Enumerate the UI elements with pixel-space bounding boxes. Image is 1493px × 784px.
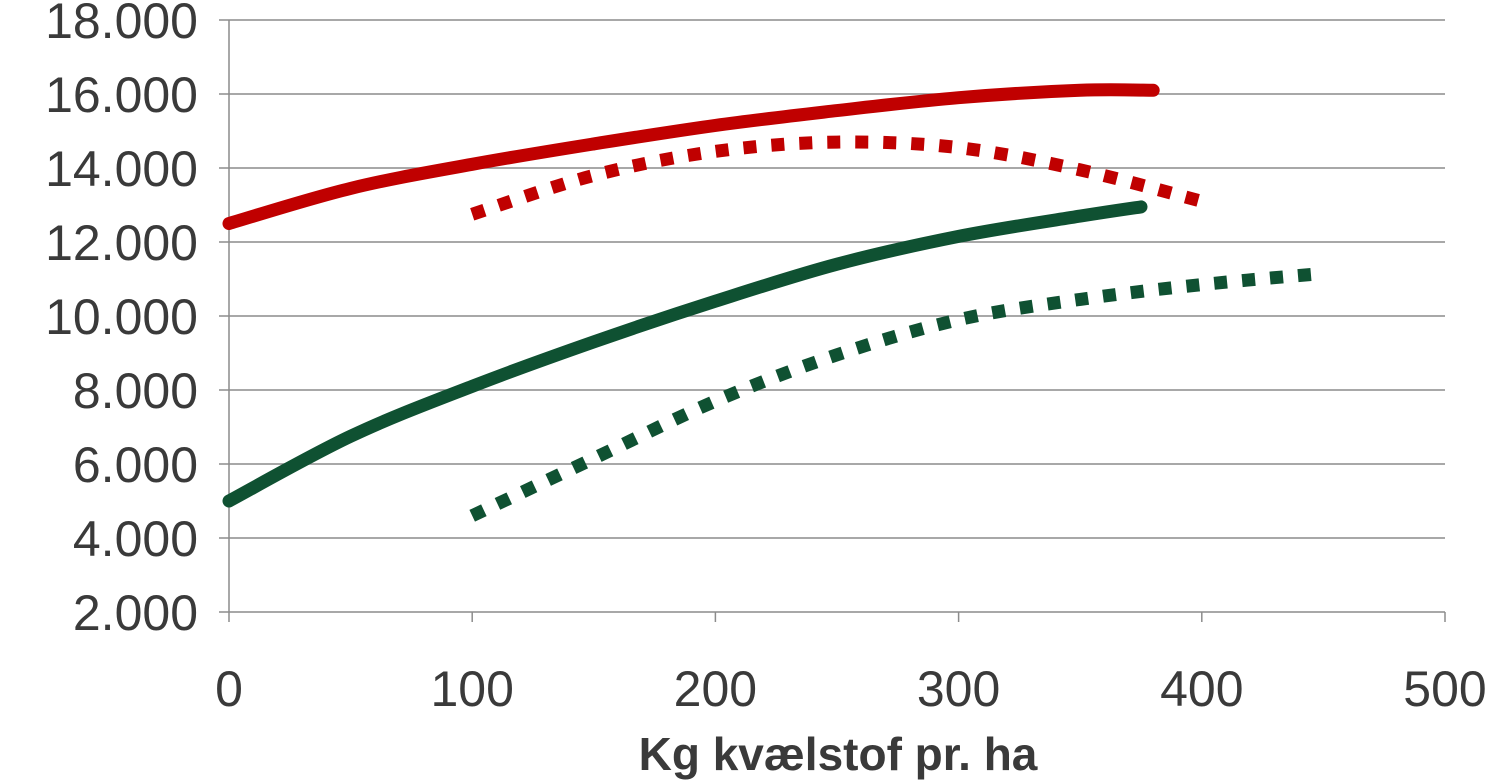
x-tick-label: 0 <box>215 661 243 717</box>
y-tick-label: 4.000 <box>73 511 198 567</box>
x-axis-title: Kg kvælstof pr. ha <box>639 728 1038 780</box>
x-tick-label: 500 <box>1403 661 1486 717</box>
y-tick-label: 8.000 <box>73 363 198 419</box>
series-line-red-solid <box>222 83 1160 230</box>
grid-lines <box>229 19 1445 539</box>
y-tick-label: 6.000 <box>73 437 198 493</box>
x-tick-label: 300 <box>917 661 1000 717</box>
series-line-green-dotted <box>469 266 1325 522</box>
y-tick-label: 12.000 <box>45 215 198 271</box>
x-tick-label: 200 <box>674 661 757 717</box>
y-tick-label: 10.000 <box>45 289 198 345</box>
series-lines <box>222 83 1325 522</box>
y-tick-label: 16.000 <box>45 67 198 123</box>
series-line-red-dotted <box>470 135 1204 221</box>
series-line-green-solid <box>222 200 1148 508</box>
y-tick-label: 14.000 <box>45 141 198 197</box>
y-tick-label: 2.000 <box>73 585 198 641</box>
x-tick-label: 400 <box>1160 661 1243 717</box>
tick-labels: 2.000 4.000 6.000 8.000 10.000 12.000 14.000 16… <box>45 0 1487 717</box>
x-tick-label: 100 <box>430 661 513 717</box>
y-tick-label: 18.000 <box>45 0 198 49</box>
axes <box>219 19 1446 622</box>
